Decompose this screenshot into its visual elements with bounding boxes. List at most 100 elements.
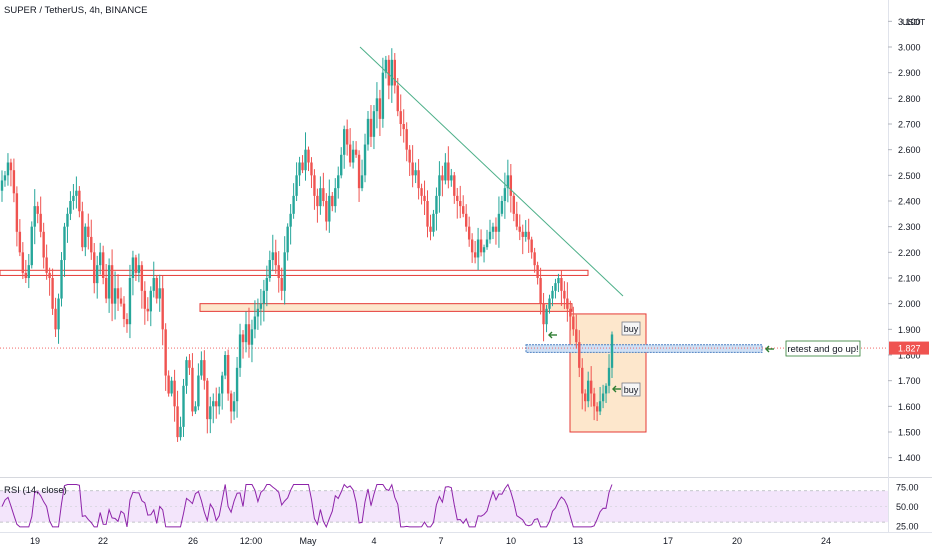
candle-body: [78, 190, 81, 212]
candle-body: [601, 393, 605, 402]
candle-body: [598, 401, 602, 412]
candle-body: [21, 252, 25, 273]
title-separator-2: ,: [99, 5, 106, 16]
candle-body: [578, 342, 581, 368]
candle-body: [280, 278, 283, 291]
candle-body: [51, 278, 54, 309]
candle-body: [283, 252, 286, 291]
candle-body: [292, 195, 295, 214]
time-tick-label: 22: [98, 536, 108, 546]
support-zone-box: [199, 303, 573, 312]
candle-body: [96, 265, 99, 284]
candle-body: [432, 213, 435, 232]
candle-body: [390, 59, 394, 86]
candle-body: [107, 265, 111, 299]
candle-body: [384, 59, 388, 73]
candle-body: [610, 334, 614, 368]
arrow-retest: [765, 345, 774, 353]
candle-body: [453, 175, 456, 196]
rsi-pane: 75.00 50.00 25.00: [0, 482, 919, 532]
candle-body: [604, 385, 608, 394]
candle-body: [223, 355, 227, 376]
price-tick-label: 2.700: [898, 120, 921, 130]
candle-body: [488, 231, 492, 240]
buy-label-lower-text: buy: [624, 385, 639, 395]
candle-body: [575, 329, 578, 343]
candle-body: [24, 272, 28, 278]
candle-body: [149, 290, 152, 312]
buy-label-lower-box: [621, 382, 641, 397]
candle-body: [66, 213, 69, 227]
candle-body: [462, 206, 465, 214]
candle-body: [15, 193, 19, 232]
candle-body: [48, 272, 51, 278]
arrow-upper-left: [548, 331, 557, 339]
symbol-label: SUPER / TetherUS: [4, 5, 85, 16]
candle-body: [226, 355, 230, 394]
candle-body: [262, 290, 266, 304]
candle-body: [560, 278, 563, 291]
candle-body: [104, 278, 108, 299]
candle-body: [9, 162, 13, 171]
candle-body: [30, 226, 33, 266]
candle-body: [387, 59, 391, 86]
candle-body: [319, 188, 322, 207]
candle-body: [265, 278, 269, 291]
candle-body: [200, 360, 203, 376]
candle-body: [464, 213, 468, 227]
candle-body: [551, 290, 554, 299]
candle-body: [81, 211, 84, 248]
price-tick-label: 1.500: [898, 428, 921, 438]
candle-body: [146, 308, 150, 312]
resistance-band: [0, 269, 589, 276]
buy-label-upper: buy: [621, 321, 641, 336]
candle-body: [408, 149, 411, 163]
candle-body: [411, 162, 414, 176]
candle-body: [500, 201, 504, 214]
rsi-tick-label: 75.00: [896, 482, 919, 492]
candle-body: [194, 406, 197, 412]
time-tick-label: 26: [188, 536, 198, 546]
candle-body: [301, 162, 304, 171]
candle-body: [340, 154, 343, 176]
candle-body: [366, 118, 370, 145]
retest-note: retest and go up!: [785, 340, 861, 357]
time-axis: 19 22 26 12:00 May 4 7 10 13 17 20 24: [30, 536, 831, 546]
buy-label-lower: buy: [621, 382, 641, 397]
candle-body: [122, 303, 126, 320]
candle-body: [286, 226, 289, 253]
candle-body: [589, 380, 593, 394]
price-tick-label: 2.900: [898, 68, 921, 78]
candle-body: [592, 393, 596, 407]
candle-body: [554, 283, 557, 291]
chart-title: SUPER / TetherUS, 4h, BINANCE: [4, 5, 147, 16]
candle-body: [509, 175, 513, 196]
candle-body: [3, 175, 7, 181]
candle-body: [274, 252, 277, 266]
candle-body: [185, 360, 188, 386]
candle-body: [524, 231, 527, 237]
candle-body: [167, 375, 170, 394]
candle-body: [310, 162, 313, 176]
candle-body: [27, 265, 30, 278]
candle-body: [18, 231, 22, 253]
candle-body: [134, 257, 138, 273]
candle-body: [497, 213, 501, 232]
price-tick-label: 3.000: [898, 43, 921, 53]
trendline: [359, 46, 624, 297]
retest-note-text: retest and go up!: [787, 344, 858, 355]
candle-body: [6, 162, 10, 176]
candle-body: [438, 175, 441, 196]
candle-body: [542, 303, 545, 325]
candle-body: [116, 288, 120, 299]
candle-body: [188, 360, 191, 368]
candle-body: [450, 175, 453, 181]
candle-body: [229, 393, 233, 412]
candle-body: [113, 288, 117, 304]
time-tick-label: 12:00: [240, 536, 263, 546]
candle-body: [479, 239, 483, 253]
candle-body: [179, 426, 182, 438]
candle-body: [176, 406, 179, 438]
candle-body: [57, 298, 60, 330]
